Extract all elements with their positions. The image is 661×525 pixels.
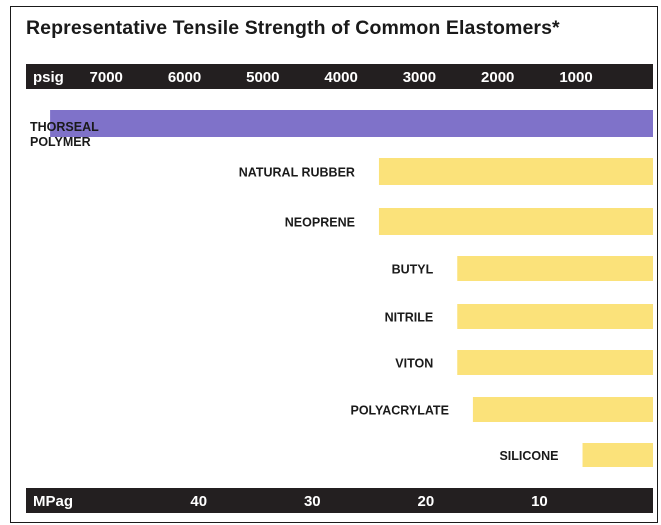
category-label-0: THORSEAL POLYMER [30,120,99,149]
top-axis-unit-label: psig [33,69,64,86]
bottom-tick-label-3: 10 [531,493,548,510]
bottom-axis-unit-label: MPag [33,493,73,510]
top-tick-label-1: 6000 [168,69,201,86]
bar-natural-rubber [378,158,653,185]
category-label-3: BUTYL [392,263,434,277]
bars-group [50,110,653,467]
chart-title: Representative Tensile Strength of Commo… [26,17,560,39]
top-axis-band [26,64,653,89]
top-tick-label-5: 2000 [481,69,514,86]
bottom-axis-ticks: 40 30 20 10 [190,493,547,510]
top-tick-label-3: 4000 [324,69,357,86]
category-label-7: SILICONE [499,449,558,463]
category-label-5: VITON [395,357,433,371]
top-tick-label-0: 7000 [90,69,123,86]
bar-nitrile [457,304,653,329]
bar-neoprene [378,208,653,235]
top-tick-label-6: 1000 [559,69,592,86]
bar-silicone [582,443,653,467]
bottom-tick-label-1: 30 [304,493,321,510]
bar-viton [457,350,653,375]
category-label-4: NITRILE [385,311,434,325]
top-tick-label-2: 5000 [246,69,279,86]
bar-polyacrylate [472,397,653,422]
bottom-axis-band [26,488,653,513]
bottom-tick-label-0: 40 [190,493,207,510]
top-axis-ticks: 7000 6000 5000 4000 3000 2000 1000 [90,69,593,86]
category-label-1: NATURAL RUBBER [239,166,355,180]
bar-butyl [457,256,653,281]
category-label-2: NEOPRENE [285,216,355,230]
category-labels: THORSEAL POLYMER NATURAL RUBBER NEOPRENE BUT… [30,120,559,463]
bar-thorseal-polymer [50,110,653,137]
top-tick-label-4: 3000 [403,69,436,86]
bottom-tick-label-2: 20 [418,493,435,510]
category-label-6: POLYACRYLATE [351,404,449,418]
